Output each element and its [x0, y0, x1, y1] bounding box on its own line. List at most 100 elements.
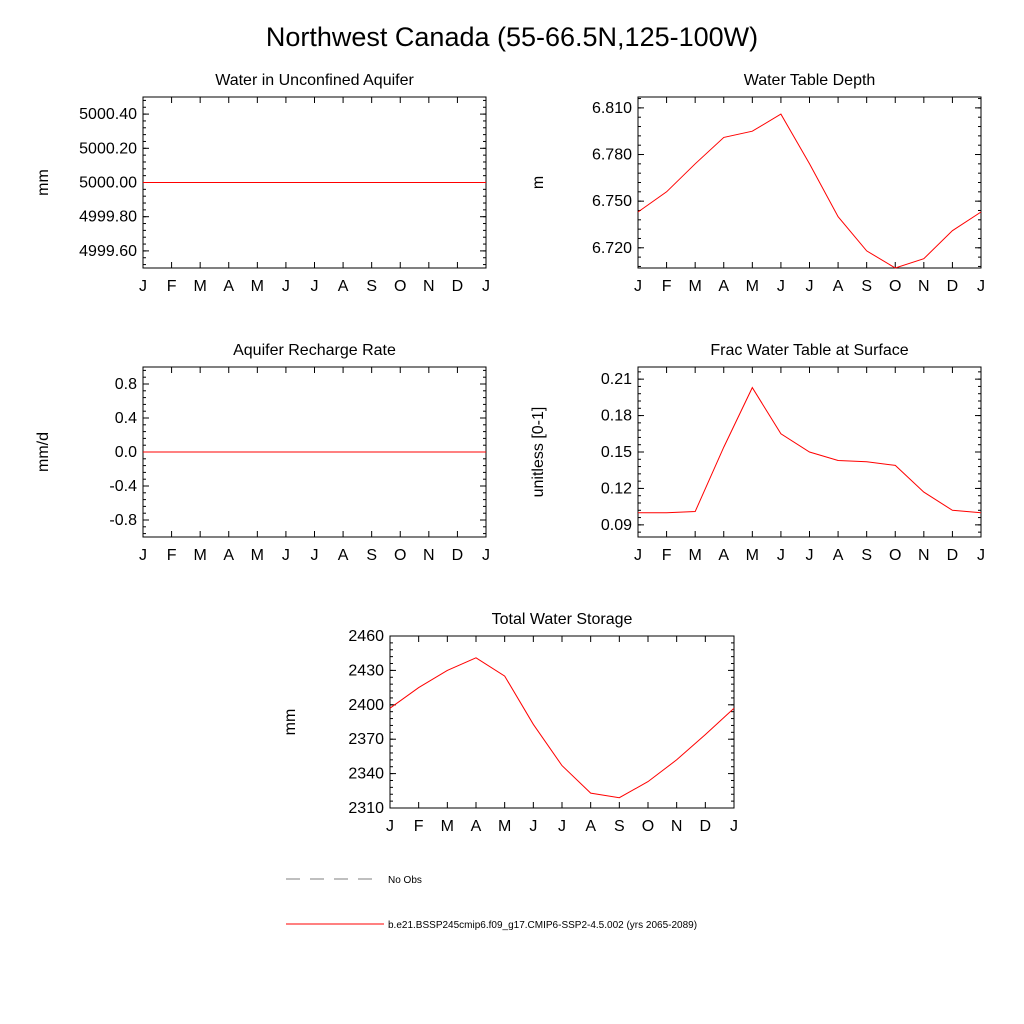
x-tick-label: J [777, 278, 785, 295]
x-tick-label: M [746, 547, 759, 564]
y-tick-label: 2460 [348, 628, 384, 645]
x-tick-label: J [282, 278, 290, 295]
panel-title: Water Table Depth [744, 72, 876, 89]
x-tick-label: S [366, 278, 377, 295]
series-line [638, 386, 982, 514]
y-tick-label: 2310 [348, 800, 384, 817]
y-tick-label: 2400 [348, 697, 384, 714]
y-tick-label: 0.4 [115, 410, 137, 427]
y-tick-label: 0.09 [601, 517, 632, 534]
y-tick-label: 2430 [348, 662, 384, 679]
x-tick-label: O [889, 547, 901, 564]
x-tick-label: D [947, 547, 959, 564]
x-tick-label: J [977, 278, 985, 295]
y-axis-label: mm/d [35, 432, 52, 472]
x-tick-label: J [634, 547, 642, 564]
x-tick-label: F [167, 547, 177, 564]
x-tick-label: A [223, 278, 234, 295]
y-tick-label: 2370 [348, 731, 384, 748]
x-tick-label: J [806, 278, 814, 295]
y-axis-label: unitless [0-1] [530, 407, 547, 498]
series-line [389, 657, 735, 799]
x-tick-label: M [746, 278, 759, 295]
x-tick-label: D [452, 547, 464, 564]
x-tick-label: J [482, 547, 490, 564]
x-tick-label: F [662, 278, 672, 295]
x-tick-label: S [366, 547, 377, 564]
x-tick-label: N [423, 547, 435, 564]
x-tick-label: J [558, 818, 566, 835]
y-tick-label: 6.810 [592, 100, 632, 117]
x-tick-label: J [529, 818, 537, 835]
y-tick-label: 6.750 [592, 193, 632, 210]
page-title: Northwest Canada (55-66.5N,125-100W) [265, 22, 759, 52]
x-tick-label: A [338, 278, 349, 295]
x-tick-label: J [311, 547, 319, 564]
y-tick-label: 5000.00 [79, 175, 137, 192]
x-tick-label: J [386, 818, 394, 835]
series-line [637, 113, 982, 269]
y-tick-label: 0.15 [601, 444, 632, 461]
x-tick-label: A [718, 547, 729, 564]
x-tick-label: J [482, 278, 490, 295]
y-tick-label: -0.4 [109, 478, 137, 495]
y-axis-label: mm [35, 169, 52, 196]
x-tick-label: A [718, 278, 729, 295]
x-tick-label: D [700, 818, 712, 835]
x-tick-label: O [394, 278, 406, 295]
x-tick-label: F [167, 278, 177, 295]
panel-title: Water in Unconfined Aquifer [215, 72, 414, 89]
x-tick-label: A [223, 547, 234, 564]
x-tick-label: M [251, 547, 264, 564]
x-tick-label: M [251, 278, 264, 295]
x-tick-label: J [311, 278, 319, 295]
x-tick-label: S [861, 278, 872, 295]
y-tick-label: 5000.40 [79, 106, 137, 123]
x-tick-label: M [194, 547, 207, 564]
panel-title: Aquifer Recharge Rate [233, 342, 396, 359]
legend-obs-label: No Obs [388, 875, 422, 886]
plot-frame [389, 635, 735, 809]
y-tick-label: 6.720 [592, 240, 632, 257]
legend-model-label: b.e21.BSSP245cmip6.f09_g17.CMIP6-SSP2-4.… [388, 920, 697, 931]
x-tick-label: J [634, 278, 642, 295]
x-tick-label: O [642, 818, 654, 835]
x-tick-label: A [338, 547, 349, 564]
y-tick-label: -0.8 [109, 512, 137, 529]
x-tick-label: O [889, 278, 901, 295]
panel-title: Frac Water Table at Surface [710, 342, 908, 359]
x-tick-label: M [441, 818, 454, 835]
x-tick-label: M [689, 547, 702, 564]
y-tick-label: 0.8 [115, 376, 137, 393]
x-tick-label: S [614, 818, 625, 835]
x-tick-label: M [498, 818, 511, 835]
x-tick-label: M [689, 278, 702, 295]
y-tick-label: 2340 [348, 766, 384, 783]
x-tick-label: A [471, 818, 482, 835]
x-tick-label: S [861, 547, 872, 564]
x-tick-label: N [918, 547, 930, 564]
x-tick-label: M [194, 278, 207, 295]
y-tick-label: 4999.80 [79, 209, 137, 226]
y-axis-label: mm [282, 709, 299, 736]
y-tick-label: 0.18 [601, 408, 632, 425]
legend: No Obs b.e21.BSSP245cmip6.f09_g17.CMIP6-… [286, 875, 697, 931]
x-tick-label: D [947, 278, 959, 295]
x-tick-label: O [394, 547, 406, 564]
x-tick-label: J [139, 278, 147, 295]
x-tick-label: J [282, 547, 290, 564]
x-tick-label: A [833, 547, 844, 564]
panel-title: Total Water Storage [492, 611, 633, 628]
x-tick-label: N [918, 278, 930, 295]
x-tick-label: J [730, 818, 738, 835]
y-tick-label: 0.21 [601, 371, 632, 388]
x-tick-label: J [977, 547, 985, 564]
x-tick-label: F [662, 547, 672, 564]
y-tick-label: 5000.20 [79, 140, 137, 157]
x-tick-label: D [452, 278, 464, 295]
